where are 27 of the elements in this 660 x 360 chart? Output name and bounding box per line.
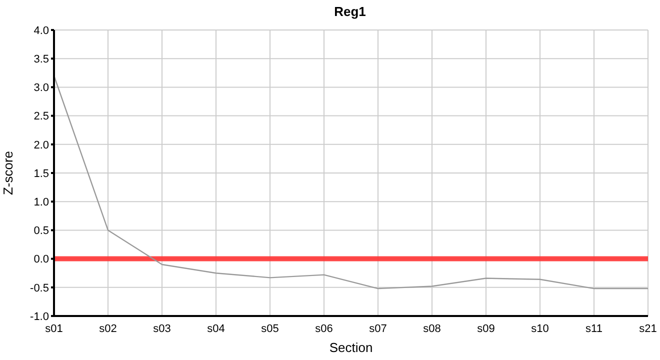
y-tick-label: 2.5: [34, 110, 49, 123]
y-tick-label: 4.0: [34, 24, 49, 37]
x-tick-label: s01: [45, 322, 63, 335]
line-series: [54, 75, 648, 290]
x-tick-label: s05: [261, 322, 279, 335]
x-tick-label: s02: [99, 322, 117, 335]
y-tick-label: 2.0: [34, 139, 49, 152]
x-tick-label: s03: [153, 322, 171, 335]
y-tick-label: 3.0: [34, 82, 49, 94]
x-tick-label: s10: [531, 322, 549, 335]
y-tick-label: 3.5: [34, 54, 49, 66]
x-tick-label: s04: [207, 322, 225, 335]
x-tick-label: s11: [586, 322, 602, 335]
y-tick-label: 0.5: [34, 225, 49, 238]
x-tick-label: s06: [315, 322, 333, 335]
y-axis-title: Z-score: [0, 150, 16, 196]
x-tick-label: s21: [639, 322, 657, 335]
x-tick-label: s07: [369, 322, 387, 335]
y-tick-label: 1.5: [34, 168, 49, 180]
y-tick-label: -0.5: [30, 282, 49, 294]
y-tick-label: 0.0: [34, 254, 49, 266]
x-axis-title: Section: [329, 340, 373, 355]
x-tick-label: s08: [423, 322, 441, 335]
y-tick-label: 1.0: [34, 196, 49, 209]
chart-title: Reg1: [333, 3, 367, 21]
x-tick-label: s09: [477, 322, 495, 335]
y-tick-label: -1.0: [30, 310, 49, 323]
